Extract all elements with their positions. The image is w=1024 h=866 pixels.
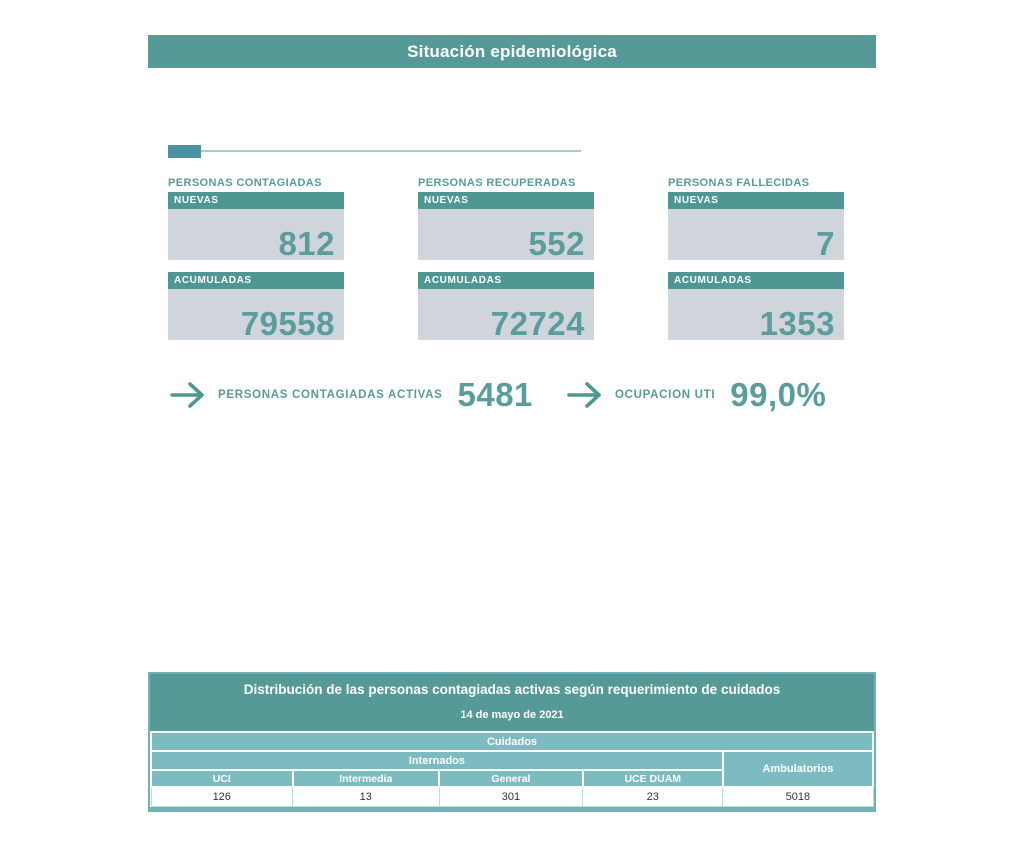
acumuladas-card: ACUMULADAS 72724 — [418, 272, 594, 340]
acumuladas-header: ACUMULADAS — [168, 272, 344, 289]
metric-value: 99,0% — [730, 376, 827, 413]
right-arrow-icon — [170, 382, 204, 408]
card-group-label: PERSONAS FALLECIDAS — [668, 177, 810, 189]
care-table: Cuidados Internados Ambulatorios UCI Int… — [150, 731, 875, 807]
page-title: Situación epidemiológica — [148, 35, 876, 68]
acumuladas-value: 72724 — [490, 304, 585, 342]
acumuladas-value: 1353 — [759, 304, 835, 342]
nuevas-header: NUEVAS — [418, 192, 594, 209]
acumuladas-header: ACUMULADAS — [668, 272, 844, 289]
nuevas-card: NUEVAS 812 — [168, 192, 344, 260]
nuevas-value: 812 — [278, 224, 335, 262]
metric-label: OCUPACION UTI — [615, 389, 716, 401]
ambulatorios-header-cell: Ambulatorios — [721, 750, 875, 788]
acumuladas-value: 79558 — [240, 304, 335, 342]
card-group-recuperadas: PERSONAS RECUPERADAS NUEVAS 552 ACUMULAD… — [418, 177, 594, 352]
card-group-label: PERSONAS CONTAGIADAS — [168, 177, 322, 189]
nuevas-card: NUEVAS 7 — [668, 192, 844, 260]
right-arrow-icon — [567, 382, 601, 408]
card-group-fallecidas: PERSONAS FALLECIDAS NUEVAS 7 ACUMULADAS … — [668, 177, 844, 352]
nuevas-value: 7 — [816, 224, 835, 262]
column-header-general: General — [438, 769, 584, 788]
internados-header-cell: Internados — [150, 750, 724, 771]
table-header: Distribución de las personas contagiadas… — [150, 674, 874, 731]
nuevas-header: NUEVAS — [668, 192, 844, 209]
acumuladas-card: ACUMULADAS 1353 — [668, 272, 844, 340]
cuidados-header-cell: Cuidados — [150, 731, 874, 752]
nuevas-value: 552 — [528, 224, 585, 262]
nuevas-card: NUEVAS 552 — [418, 192, 594, 260]
value-intermedia: 13 — [292, 786, 440, 807]
metric-contagiadas-activas: PERSONAS CONTAGIADAS ACTIVAS 5481 — [170, 371, 533, 419]
value-general: 301 — [438, 786, 584, 807]
progress-track — [169, 150, 581, 152]
value-ambulatorios: 5018 — [722, 786, 874, 807]
kpi-cards-row: PERSONAS CONTAGIADAS NUEVAS 812 ACUMULAD… — [168, 177, 844, 352]
nuevas-header: NUEVAS — [168, 192, 344, 209]
column-header-uce-duam: UCE DUAM — [581, 769, 724, 788]
acumuladas-header: ACUMULADAS — [418, 272, 594, 289]
metric-value: 5481 — [457, 376, 533, 413]
table-title: Distribución de las personas contagiadas… — [243, 682, 781, 697]
value-uce-duam: 23 — [582, 786, 724, 807]
card-group-label: PERSONAS RECUPERADAS — [418, 177, 576, 189]
metric-label: PERSONAS CONTAGIADAS ACTIVAS — [218, 389, 443, 401]
value-uci: 126 — [150, 786, 293, 807]
column-header-uci: UCI — [150, 769, 294, 788]
table-date: 14 de mayo de 2021 — [460, 709, 564, 721]
table-row: 126 13 301 23 5018 — [150, 786, 874, 807]
acumuladas-card: ACUMULADAS 79558 — [168, 272, 344, 340]
care-distribution-table: Distribución de las personas contagiadas… — [148, 672, 876, 812]
progress-thumb[interactable] — [168, 145, 201, 158]
column-header-intermedia: Intermedia — [291, 769, 441, 788]
card-group-contagiadas: PERSONAS CONTAGIADAS NUEVAS 812 ACUMULAD… — [168, 177, 344, 352]
metric-ocupacion-uti: OCUPACION UTI 99,0% — [567, 371, 826, 419]
